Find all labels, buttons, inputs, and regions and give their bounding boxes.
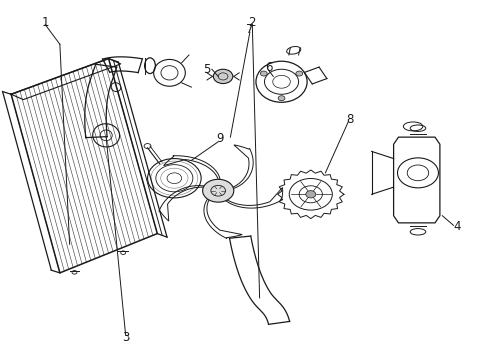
Text: 5: 5 — [203, 63, 211, 76]
Text: 2: 2 — [248, 16, 256, 29]
Text: 6: 6 — [265, 61, 272, 74]
Text: 7: 7 — [246, 23, 254, 36]
Circle shape — [260, 71, 267, 76]
Text: 4: 4 — [453, 220, 461, 233]
Circle shape — [213, 69, 233, 84]
Circle shape — [278, 96, 285, 101]
Text: 9: 9 — [216, 132, 223, 145]
Circle shape — [306, 191, 316, 198]
Text: 3: 3 — [122, 331, 129, 344]
Circle shape — [202, 179, 234, 202]
Text: 8: 8 — [346, 113, 353, 126]
Circle shape — [296, 71, 303, 76]
Text: 1: 1 — [42, 16, 49, 29]
